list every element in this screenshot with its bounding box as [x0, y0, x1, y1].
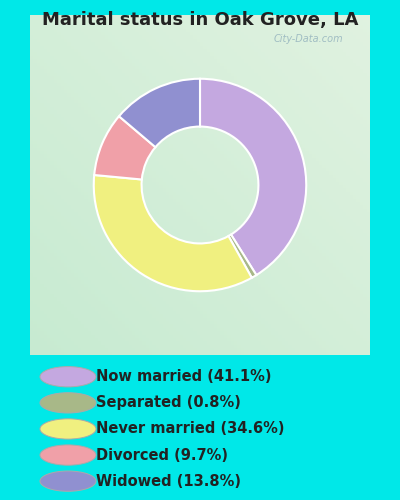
Text: Never married (34.6%): Never married (34.6%): [96, 422, 284, 436]
Text: Marital status in Oak Grove, LA: Marital status in Oak Grove, LA: [42, 11, 358, 29]
Circle shape: [40, 445, 96, 465]
Text: Divorced (9.7%): Divorced (9.7%): [96, 448, 228, 462]
Wedge shape: [119, 78, 200, 147]
Wedge shape: [94, 175, 252, 291]
Circle shape: [40, 366, 96, 387]
Circle shape: [40, 392, 96, 413]
Wedge shape: [94, 116, 156, 180]
Text: Separated (0.8%): Separated (0.8%): [96, 396, 241, 410]
Text: Now married (41.1%): Now married (41.1%): [96, 369, 272, 384]
Text: City-Data.com: City-Data.com: [274, 34, 344, 44]
Wedge shape: [228, 234, 256, 278]
Wedge shape: [200, 78, 306, 275]
Circle shape: [40, 471, 96, 492]
Circle shape: [40, 419, 96, 439]
Text: Widowed (13.8%): Widowed (13.8%): [96, 474, 241, 488]
